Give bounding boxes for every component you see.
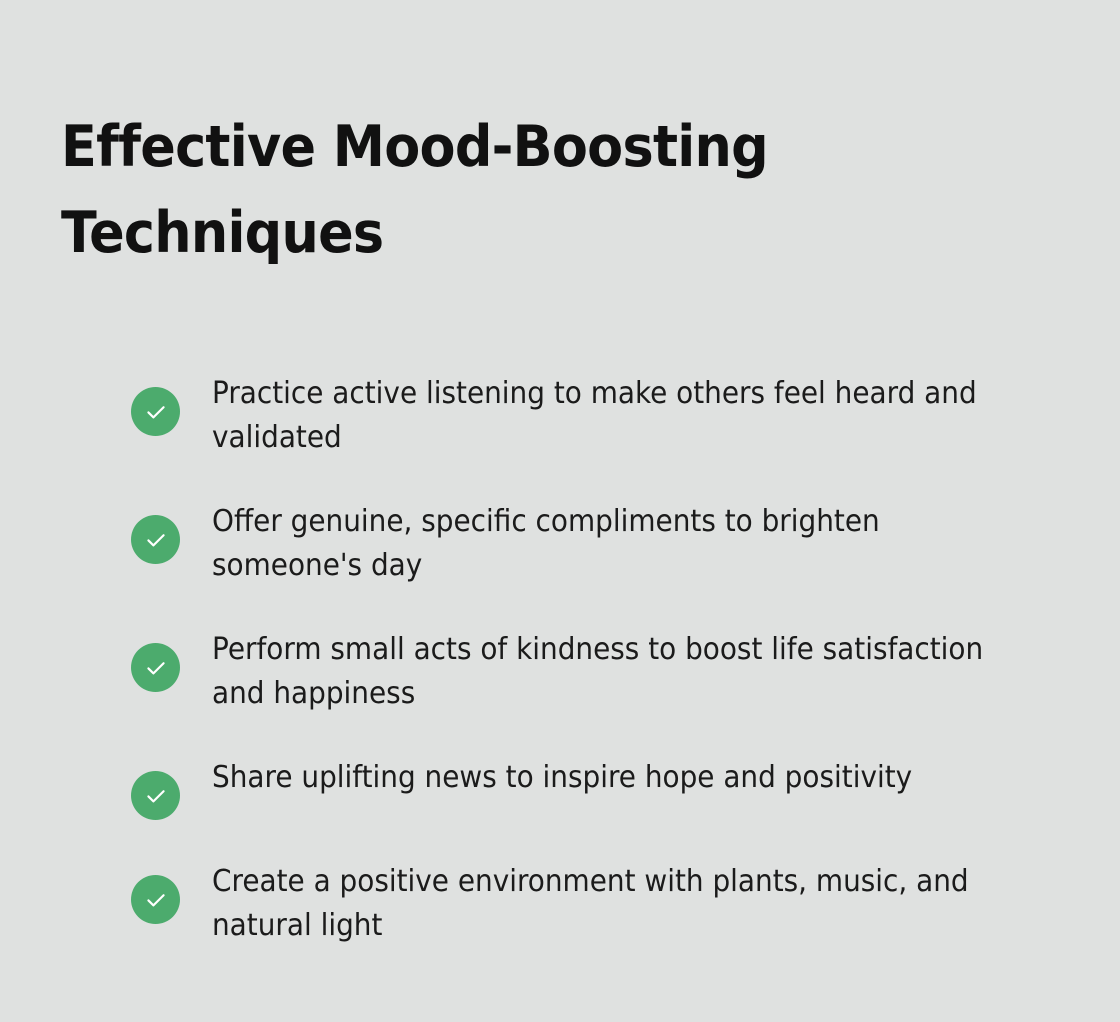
- list-item: Practice active listening to make others…: [131, 372, 1071, 460]
- list-item-label: Perform small acts of kindness to boost …: [212, 632, 984, 711]
- list-item: Create a positive environment with plant…: [131, 860, 1071, 948]
- check-circle-icon: [131, 515, 180, 564]
- list-item-label: Practice active listening to make others…: [212, 376, 977, 455]
- list-item: Share uplifting news to inspire hope and…: [131, 756, 1071, 820]
- benefits-checklist: Practice active listening to make others…: [131, 372, 1071, 948]
- list-item-label: Create a positive environment with plant…: [212, 864, 969, 943]
- list-item-label: Offer genuine, specific compliments to b…: [212, 504, 880, 583]
- check-circle-icon: [131, 875, 180, 924]
- list-item-label: Share uplifting news to inspire hope and…: [212, 760, 913, 795]
- list-item: Offer genuine, specific compliments to b…: [131, 500, 1071, 588]
- check-circle-icon: [131, 643, 180, 692]
- page-title: Effective Mood-Boosting Techniques: [61, 114, 769, 266]
- check-circle-icon: [131, 771, 180, 820]
- list-item: Perform small acts of kindness to boost …: [131, 628, 1071, 716]
- check-circle-icon: [131, 387, 180, 436]
